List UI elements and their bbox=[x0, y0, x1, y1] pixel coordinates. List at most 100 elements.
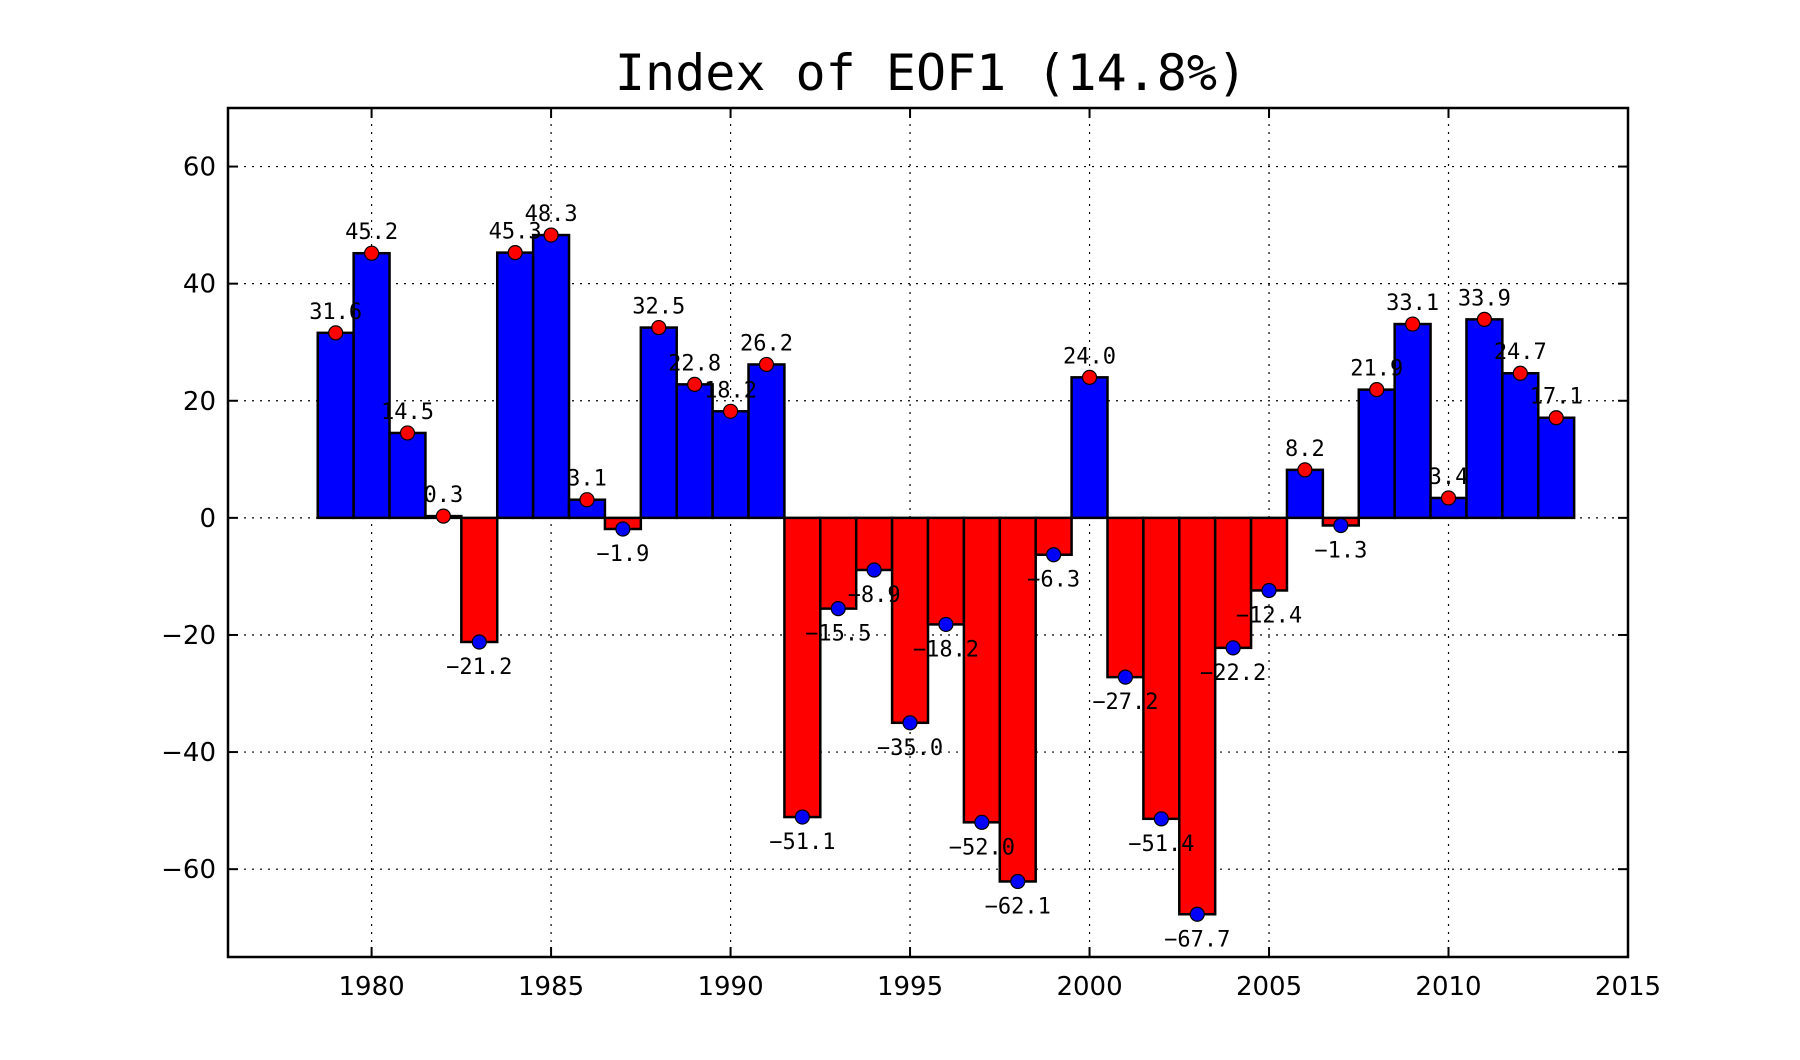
data-labels: 31.6 45.2 14.5 0.3 −21.2 45.348.3 3.1 −1.9 32.5 2… bbox=[309, 202, 1582, 952]
data-point bbox=[328, 325, 344, 341]
y-tick-label: −20 bbox=[161, 621, 216, 651]
data-label: −51.4 bbox=[1128, 832, 1194, 857]
data-label: −1.9 bbox=[596, 542, 649, 567]
data-label: 31.6 bbox=[309, 300, 362, 325]
data-point bbox=[1117, 669, 1134, 685]
data-point bbox=[1405, 316, 1421, 332]
data-label: 33.1 bbox=[1386, 291, 1439, 316]
y-tick-label: 20 bbox=[183, 387, 216, 417]
bar bbox=[854, 516, 894, 572]
axes-frame bbox=[226, 106, 1630, 959]
y-tick-label: −40 bbox=[161, 738, 216, 768]
data-label: −12.4 bbox=[1236, 603, 1302, 628]
data-label: 17.1 bbox=[1530, 385, 1583, 410]
data-label: −67.7 bbox=[1164, 927, 1230, 952]
data-point bbox=[615, 521, 631, 537]
bar bbox=[711, 410, 750, 520]
data-point bbox=[543, 227, 559, 243]
data-point bbox=[1440, 490, 1457, 506]
bar bbox=[316, 331, 355, 520]
x-tick-label: 2005 bbox=[1236, 972, 1302, 1002]
data-label: −51.1 bbox=[769, 830, 835, 855]
bar bbox=[1357, 388, 1396, 520]
data-label: 0.3 bbox=[424, 483, 464, 508]
data-label: −62.1 bbox=[985, 894, 1051, 919]
data-point bbox=[1548, 410, 1564, 426]
data-label: −35.0 bbox=[877, 736, 943, 761]
bars bbox=[316, 233, 1576, 916]
data-point bbox=[687, 376, 703, 392]
data-label: 3.4 bbox=[1429, 465, 1469, 490]
data-label: 24.0 bbox=[1063, 344, 1116, 369]
bar bbox=[1393, 322, 1432, 520]
bar bbox=[1249, 516, 1289, 592]
data-label: −1.3 bbox=[1314, 538, 1367, 563]
x-tick-label: 2015 bbox=[1595, 972, 1661, 1002]
bar bbox=[1213, 516, 1253, 650]
chart-title: Index of EOF1 (14.8%) bbox=[615, 44, 1247, 102]
bar bbox=[352, 251, 391, 520]
data-point bbox=[1261, 582, 1277, 599]
bar bbox=[531, 233, 571, 520]
markers bbox=[328, 227, 1564, 922]
data-label: −22.2 bbox=[1200, 661, 1266, 686]
data-label: −52.0 bbox=[949, 835, 1015, 860]
data-point bbox=[1369, 382, 1385, 398]
data-label: −27.2 bbox=[1092, 690, 1158, 715]
y-tick-label: 60 bbox=[183, 153, 216, 183]
data-point bbox=[1010, 873, 1026, 890]
data-point bbox=[399, 425, 416, 441]
data-point bbox=[1189, 906, 1205, 922]
data-point bbox=[722, 403, 739, 419]
y-tick-label: −60 bbox=[161, 855, 216, 885]
data-label: 18.2 bbox=[704, 378, 757, 403]
axis-ticks: 1980 1985 1990 1995 2000 2005 2010 2015 60 40 20 0 −… bbox=[161, 108, 1661, 1002]
data-point bbox=[866, 562, 882, 578]
data-point bbox=[1476, 311, 1493, 327]
data-label: 48.3 bbox=[525, 202, 578, 227]
x-tick-label: 1985 bbox=[518, 972, 584, 1002]
data-point bbox=[758, 356, 775, 373]
data-point bbox=[902, 715, 918, 731]
bar bbox=[1178, 516, 1217, 916]
data-point bbox=[507, 245, 523, 261]
bar bbox=[926, 516, 966, 626]
y-tick-label: 40 bbox=[183, 270, 216, 300]
data-point bbox=[974, 814, 990, 830]
data-label: 3.1 bbox=[567, 467, 607, 492]
x-tick-label: 2010 bbox=[1415, 972, 1481, 1002]
data-point bbox=[1333, 517, 1349, 534]
data-point bbox=[1225, 640, 1241, 656]
data-point bbox=[830, 601, 846, 617]
bar bbox=[1142, 516, 1181, 821]
data-point bbox=[1153, 811, 1169, 827]
data-point bbox=[471, 634, 487, 650]
bar bbox=[783, 516, 822, 819]
x-tick-label: 2000 bbox=[1056, 972, 1122, 1002]
bar bbox=[388, 431, 427, 520]
bar bbox=[998, 516, 1037, 883]
data-point bbox=[1297, 462, 1313, 478]
data-label: 33.9 bbox=[1458, 286, 1511, 311]
data-label: −6.3 bbox=[1027, 568, 1080, 593]
data-label: 21.9 bbox=[1350, 357, 1403, 382]
data-label: −8.9 bbox=[848, 583, 901, 608]
data-point bbox=[1512, 365, 1528, 381]
x-tick-label: 1995 bbox=[877, 972, 943, 1002]
x-tick-label: 1990 bbox=[697, 972, 763, 1002]
data-point bbox=[1081, 369, 1098, 385]
bar bbox=[1106, 516, 1145, 679]
data-label: 45.3 bbox=[489, 220, 542, 245]
bar bbox=[747, 363, 786, 520]
data-label: 45.2 bbox=[345, 220, 398, 245]
x-tick-label: 1980 bbox=[339, 972, 405, 1002]
data-point bbox=[579, 492, 595, 508]
data-point bbox=[363, 245, 380, 261]
data-label: −18.2 bbox=[913, 637, 979, 662]
data-point bbox=[651, 319, 667, 336]
bar bbox=[962, 516, 1002, 824]
bar bbox=[639, 326, 678, 520]
bar bbox=[460, 516, 499, 644]
data-label: −21.2 bbox=[446, 655, 512, 680]
